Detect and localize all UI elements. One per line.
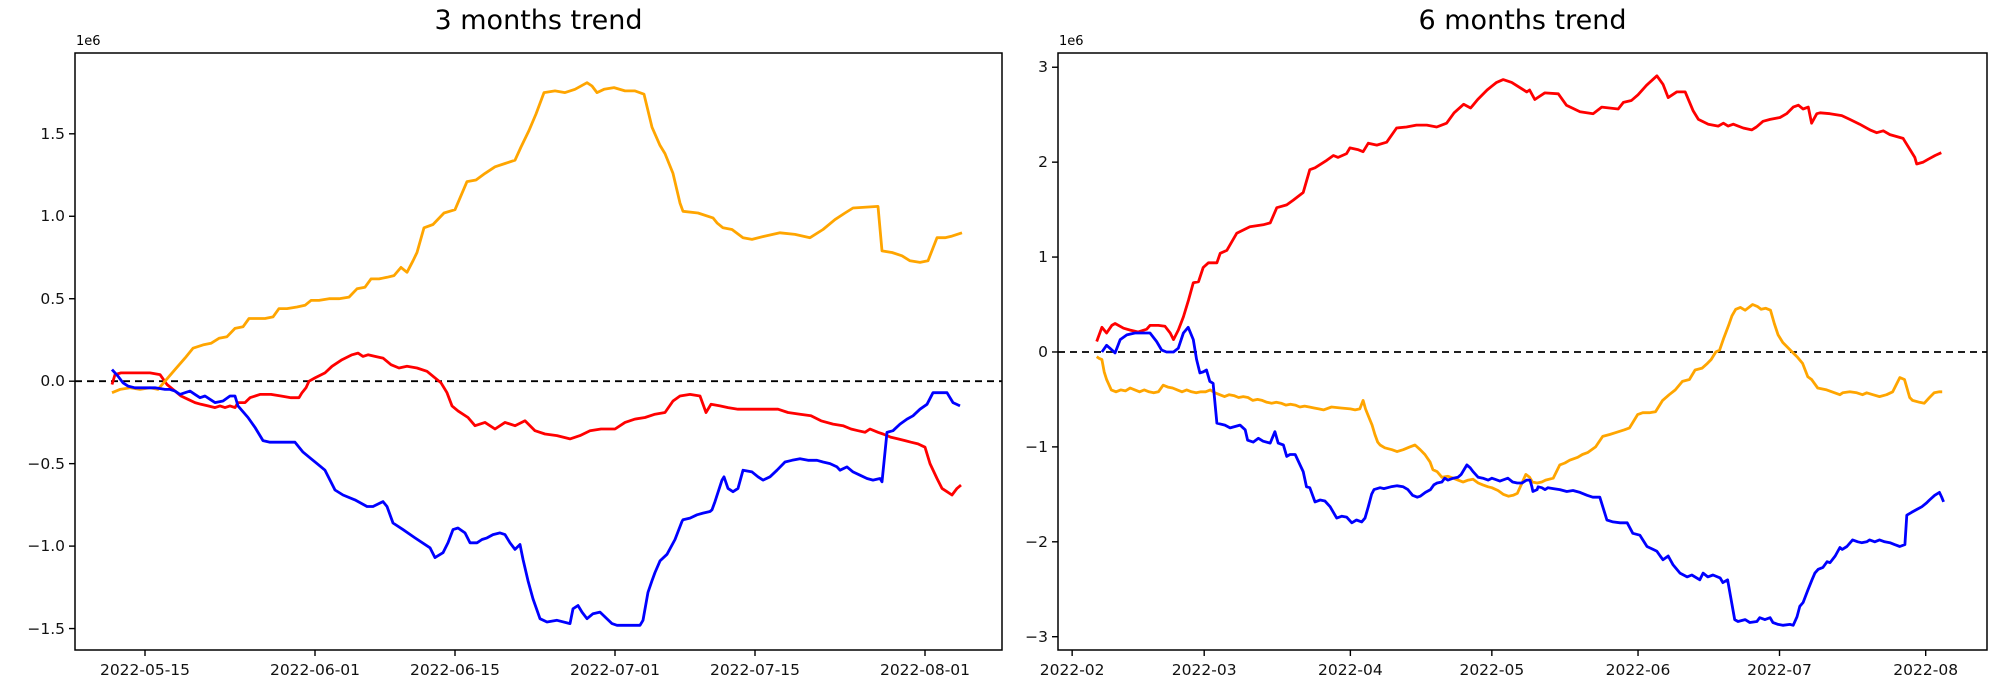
- y-tick-label: 1: [1038, 248, 1048, 267]
- chart-title-6-months: 6 months trend: [1418, 5, 1627, 36]
- blue-series-line: [1100, 325, 1945, 627]
- y-tick-label: −2: [1025, 532, 1048, 551]
- x-tick-label: 2022-07: [1747, 661, 1812, 679]
- chart-title-3-months: 3 months trend: [434, 5, 643, 36]
- x-tick-label: 2022-08: [1893, 661, 1959, 679]
- x-tick-label: 2022-06-01: [269, 661, 361, 679]
- axes-spines: [1057, 52, 1988, 651]
- x-tick-label: 2022-05-15: [99, 661, 191, 679]
- y-tick-label: −1.5: [27, 619, 65, 638]
- y-tick-label: −1: [1025, 437, 1048, 456]
- y-tick-label: 0: [1038, 342, 1048, 361]
- axes-spines: [74, 52, 1003, 651]
- y-tick-label: 0.5: [40, 289, 65, 308]
- x-tick-label: 2022-05: [1459, 661, 1525, 679]
- y-tick-label: 1.0: [40, 207, 65, 226]
- y-tick-label: 2: [1038, 153, 1048, 172]
- y-axis-offset-label-6m: 1e6: [1059, 34, 1084, 49]
- x-tick-label: 2022-06-15: [409, 661, 501, 679]
- y-tick-label: −1.0: [27, 537, 65, 556]
- x-tick-label: 2022-07-15: [709, 661, 801, 679]
- y-tick-label: 1.5: [40, 124, 65, 143]
- y-axis-offset-label-3m: 1e6: [76, 34, 101, 49]
- red-series-line: [1095, 74, 1942, 342]
- orange-series-line: [111, 81, 963, 394]
- y-tick-label: −3: [1025, 627, 1048, 646]
- x-tick-label: 2022-06: [1605, 661, 1671, 679]
- red-series-line: [110, 351, 962, 497]
- x-tick-label: 2022-03: [1171, 661, 1237, 679]
- y-tick-label: 3: [1038, 58, 1048, 77]
- x-tick-label: 2022-02: [1039, 661, 1105, 679]
- x-tick-label: 2022-07-01: [569, 661, 661, 679]
- y-tick-label: −0.5: [27, 454, 65, 473]
- blue-series-line: [110, 368, 961, 627]
- x-tick-label: 2022-04: [1317, 661, 1383, 679]
- y-tick-label: 0.0: [40, 372, 65, 391]
- x-tick-label: 2022-08-01: [879, 661, 971, 679]
- orange-series-line: [1095, 303, 1943, 498]
